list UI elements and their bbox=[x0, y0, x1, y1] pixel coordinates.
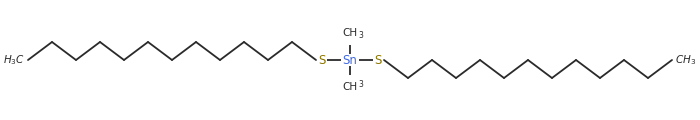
Text: 3: 3 bbox=[358, 31, 363, 40]
Text: CH: CH bbox=[342, 82, 358, 92]
Text: Sn: Sn bbox=[342, 54, 358, 66]
Text: 3: 3 bbox=[358, 80, 363, 89]
Text: S: S bbox=[374, 54, 382, 66]
Text: S: S bbox=[318, 54, 326, 66]
Text: CH: CH bbox=[342, 28, 358, 38]
Text: $CH_3$: $CH_3$ bbox=[675, 53, 696, 67]
Text: $H_3C$: $H_3C$ bbox=[3, 53, 25, 67]
